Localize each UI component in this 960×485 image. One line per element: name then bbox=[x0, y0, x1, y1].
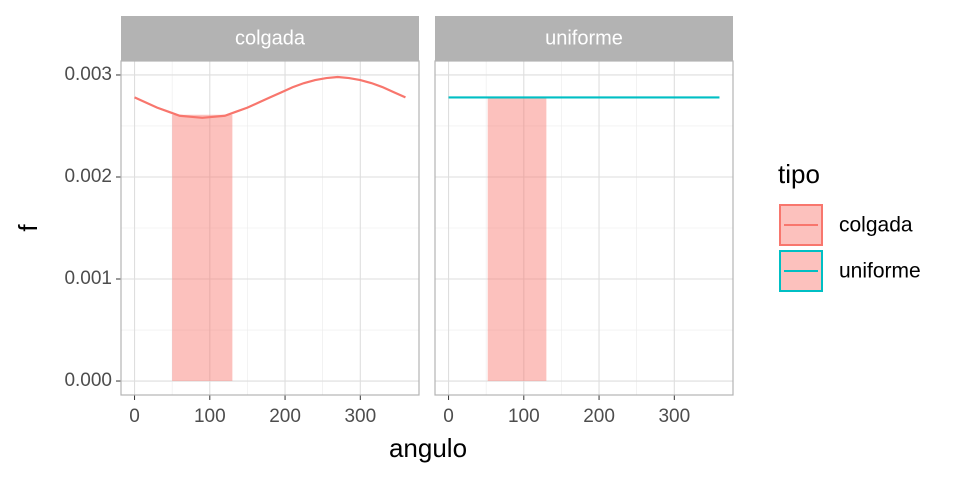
x-tick-label: 0 bbox=[443, 406, 454, 427]
strip-title: uniforme bbox=[545, 27, 623, 49]
y-tick-label: 0.003 bbox=[64, 64, 112, 85]
line bbox=[134, 75, 406, 119]
x-tick-label: 100 bbox=[194, 406, 226, 427]
x-tick-label: 300 bbox=[658, 406, 690, 427]
x-tick-label: 200 bbox=[269, 406, 301, 427]
strip bbox=[121, 16, 419, 61]
strip bbox=[435, 16, 733, 61]
x-tick-label: 0 bbox=[129, 406, 140, 427]
y-tick-label: 0.000 bbox=[64, 370, 112, 391]
legend-label: uniforme bbox=[839, 260, 921, 283]
legend-title: tipo bbox=[778, 159, 820, 189]
y-axis-label: f bbox=[13, 224, 43, 232]
x-tick-label: 200 bbox=[583, 406, 615, 427]
x-tick-label: 300 bbox=[344, 406, 376, 427]
y-tick-label: 0.002 bbox=[64, 166, 112, 187]
legend-label: colgada bbox=[839, 214, 913, 237]
shaded-area bbox=[172, 114, 233, 382]
strip-title: colgada bbox=[235, 27, 306, 49]
y-tick-label: 0.001 bbox=[64, 268, 112, 289]
shaded-area bbox=[487, 97, 547, 382]
x-tick-label: 100 bbox=[508, 406, 540, 427]
x-axis-label: angulo bbox=[389, 433, 467, 463]
